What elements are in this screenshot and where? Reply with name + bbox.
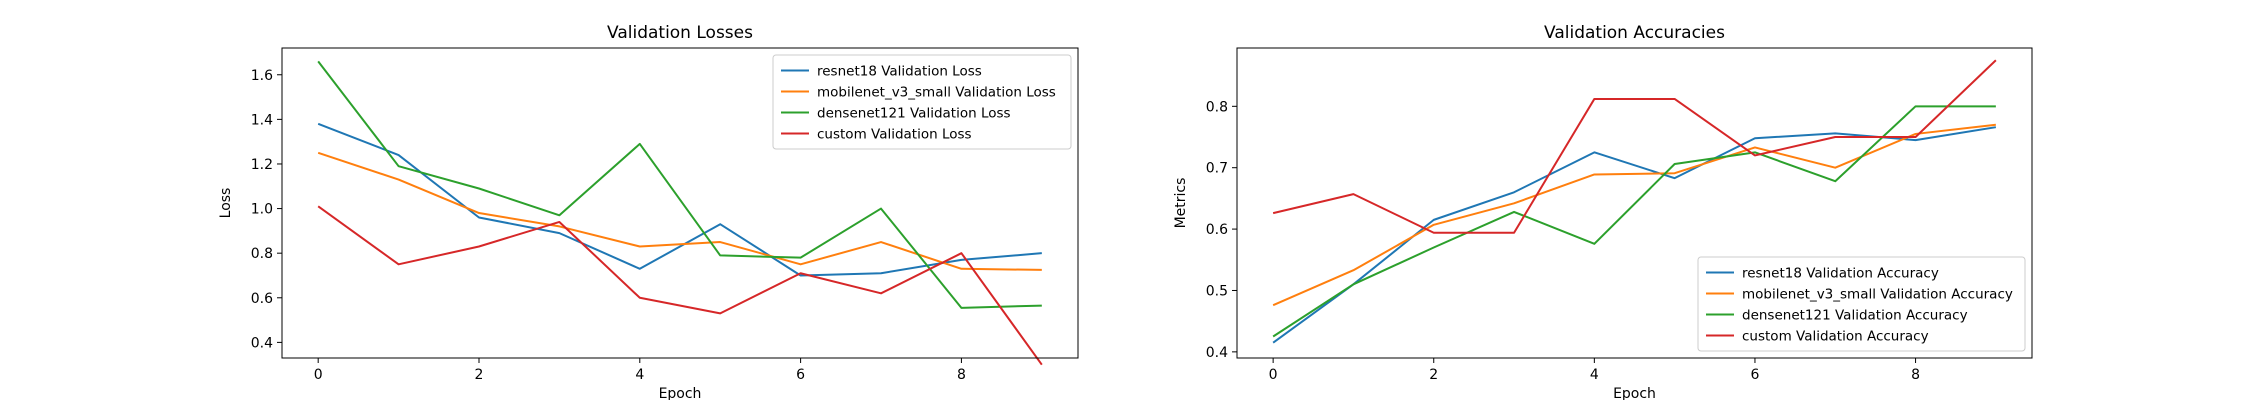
x-tick-label: 8 xyxy=(1911,367,1920,383)
y-tick-label: 0.6 xyxy=(1206,222,1228,238)
x-tick-label: 0 xyxy=(1269,367,1278,383)
x-tick-label: 4 xyxy=(1590,367,1599,383)
legend-box xyxy=(1697,256,2026,352)
chart-title: Validation Losses xyxy=(607,23,753,43)
y-tick-label: 0.8 xyxy=(1206,99,1228,115)
legend-entry-1: mobilenet_v3_small Validation Accuracy xyxy=(1742,287,2013,303)
x-tick-label: 6 xyxy=(1750,367,1759,383)
series-line-0 xyxy=(317,122,1042,277)
x-tick-label: 2 xyxy=(1429,367,1438,383)
series-line-1 xyxy=(1272,123,1996,307)
y-tick-label: 1.0 xyxy=(251,202,273,218)
x-axis-label: Epoch xyxy=(659,386,702,400)
y-tick-label: 0.4 xyxy=(1206,345,1228,361)
axes-frame xyxy=(281,47,1079,359)
x-tick-label: 2 xyxy=(475,367,484,383)
x-tick-label: 6 xyxy=(796,367,805,383)
y-tick-label: 0.7 xyxy=(1206,161,1228,177)
legend-entry-3: custom Validation Loss xyxy=(817,127,972,143)
series-line-1 xyxy=(317,151,1042,271)
series-line-2 xyxy=(1272,105,1996,338)
chart-title: Validation Accuracies xyxy=(1544,23,1725,43)
y-tick-label: 1.6 xyxy=(251,68,273,84)
x-tick-label: 8 xyxy=(957,367,966,383)
series-line-3 xyxy=(317,205,1043,366)
y-tick-label: 1.2 xyxy=(251,157,273,173)
series-line-3 xyxy=(1272,59,1997,234)
legend-box xyxy=(772,54,1072,150)
x-tick-label: 4 xyxy=(635,367,644,383)
y-axis-label: Metrics xyxy=(1173,178,1189,229)
series-line-2 xyxy=(317,60,1042,309)
legend: resnet18 Validation Loss mobilenet_v3_sma… xyxy=(772,54,1072,150)
x-tick-label: 0 xyxy=(314,367,323,383)
y-tick-label: 0.4 xyxy=(251,335,273,351)
legend-entry-2: densenet121 Validation Accuracy xyxy=(1742,308,1968,324)
y-axis-label: Loss xyxy=(218,188,234,219)
axes-frame xyxy=(1236,47,2033,359)
y-tick-label: 0.8 xyxy=(251,246,273,262)
legend: resnet18 Validation Accuracy mobilenet_v3… xyxy=(1697,256,2026,352)
x-axis-label: Epoch xyxy=(1613,386,1656,400)
legend-entry-3: custom Validation Accuracy xyxy=(1742,329,1929,345)
legend-entry-2: densenet121 Validation Loss xyxy=(817,106,1011,122)
y-tick-label: 0.6 xyxy=(251,291,273,307)
y-tick-label: 1.4 xyxy=(251,112,273,128)
legend-entry-1: mobilenet_v3_small Validation Loss xyxy=(817,85,1056,101)
legend-entry-0: resnet18 Validation Loss xyxy=(817,64,982,80)
validation-losses-chart: Validation Losses Epoch Loss 0 2 4 6 8 0.4 0.6 0.8… xyxy=(218,23,1079,400)
y-tick-label: 0.5 xyxy=(1206,283,1228,299)
legend-entry-0: resnet18 Validation Accuracy xyxy=(1742,266,1939,282)
validation-accuracies-chart: Validation Accuracies Epoch Metrics 0 2 4 6 8 0.… xyxy=(1173,23,2033,400)
